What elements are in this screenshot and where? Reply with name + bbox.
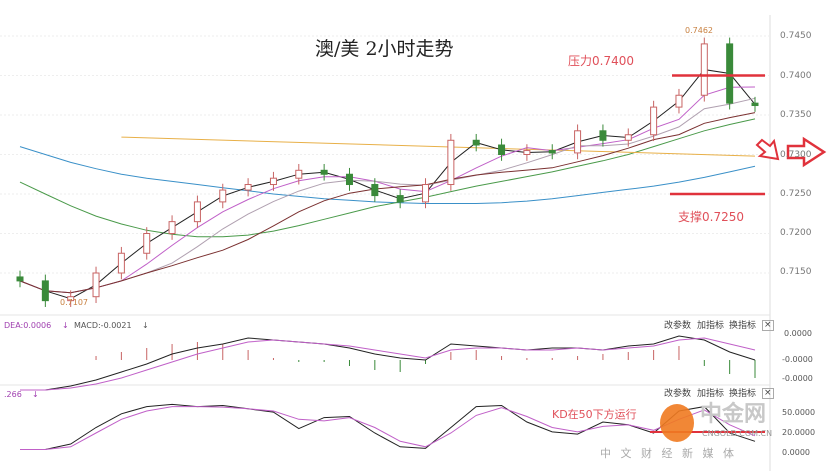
candle-body	[345, 173, 353, 186]
candle-body	[726, 43, 734, 104]
watermark-slogan: 中 文 财 经 新 媒 体	[600, 447, 737, 460]
candle-body	[472, 139, 480, 146]
ma-10-line	[19, 97, 756, 294]
arrow-down-icon: ↓	[32, 390, 39, 399]
candle-body	[498, 144, 506, 156]
arrow-down-right-icon	[755, 138, 780, 161]
change-params-button[interactable]: 改参数	[664, 321, 692, 331]
y-tick: -0.0000	[782, 374, 813, 383]
watermark-url: CNGOLD.COM.CN	[702, 429, 773, 438]
candle-body	[624, 134, 632, 141]
ma-short-line	[19, 69, 756, 300]
swap-indicator-button[interactable]: 换指标	[729, 389, 757, 399]
arrow-down-icon: ↓	[62, 321, 69, 330]
candle-body	[599, 130, 607, 141]
kd-d-line	[20, 406, 756, 450]
y-tick: 0.0000	[782, 448, 810, 457]
candle-body	[751, 102, 759, 107]
ma-green-line	[19, 118, 756, 238]
support-label: 支撑0.7250	[678, 210, 744, 224]
arrow-right-icon	[786, 136, 827, 168]
y-tick: 0.7300	[780, 150, 812, 160]
candle-body	[41, 280, 49, 302]
candle-body	[574, 130, 582, 154]
candle-body	[700, 43, 708, 96]
candle-body	[16, 276, 24, 282]
y-tick: 0.7400	[780, 71, 812, 81]
candle-body	[447, 139, 455, 186]
orange-trend-line	[121, 136, 756, 157]
chart-title: 澳/美 2小时走势	[315, 38, 454, 60]
candle-body	[396, 195, 404, 203]
arrow-down-icon: ↓	[142, 321, 149, 330]
y-tick: 0.7250	[780, 189, 812, 199]
y-tick: 20.0000	[782, 428, 816, 437]
candle-body	[548, 150, 556, 154]
macd-dif-line	[20, 335, 756, 391]
watermark-brand: 中金网	[700, 402, 767, 427]
high-label: 0.7462	[685, 26, 713, 35]
close-panel-button[interactable]: ×	[762, 320, 774, 331]
y-tick: 50.0000	[782, 408, 816, 417]
ma-5-line	[19, 86, 756, 294]
candle-body	[92, 272, 100, 298]
kd-k-line	[20, 403, 756, 450]
change-params-button[interactable]: 改参数	[664, 389, 692, 399]
watermark-logo-icon	[660, 404, 694, 442]
kd-annotation: KD在50下方运行	[552, 408, 637, 421]
candle-body	[675, 94, 683, 108]
candle-body	[67, 296, 75, 302]
candle-body	[650, 106, 658, 136]
swap-indicator-button[interactable]: 换指标	[729, 321, 757, 331]
candle-body	[219, 189, 227, 203]
candle-body	[269, 177, 277, 186]
close-panel-button[interactable]: ×	[762, 388, 774, 399]
low-label: 0.7107	[60, 298, 88, 307]
ma-20-line	[19, 112, 756, 294]
resistance-label: 压力0.7400	[568, 54, 634, 68]
add-indicator-button[interactable]: 加指标	[697, 321, 725, 331]
candle-body	[320, 169, 328, 175]
ma-blue-line	[19, 146, 756, 204]
candle-body	[168, 221, 176, 234]
kd-label: .266	[4, 390, 22, 399]
add-indicator-button[interactable]: 加指标	[697, 389, 725, 399]
candle-body	[422, 184, 430, 203]
macd-dea-line	[20, 337, 756, 391]
candle-body	[193, 201, 201, 223]
candle-body	[143, 233, 151, 254]
y-tick: 0.7200	[780, 228, 812, 238]
y-tick: 0.7450	[780, 31, 812, 41]
candle-body	[117, 252, 125, 274]
candle-body	[371, 184, 379, 197]
y-tick: 0.7150	[780, 267, 812, 277]
macd-value-label: MACD:-0.0021	[74, 321, 132, 330]
candle-body	[523, 150, 531, 156]
y-tick: 0.0000	[784, 329, 812, 338]
macd-dea-label: DEA:0.0006	[4, 321, 52, 330]
candle-body	[244, 184, 252, 191]
y-tick: 0.7350	[780, 110, 812, 120]
y-tick: -0.0000	[782, 355, 813, 364]
candle-body	[295, 169, 303, 179]
